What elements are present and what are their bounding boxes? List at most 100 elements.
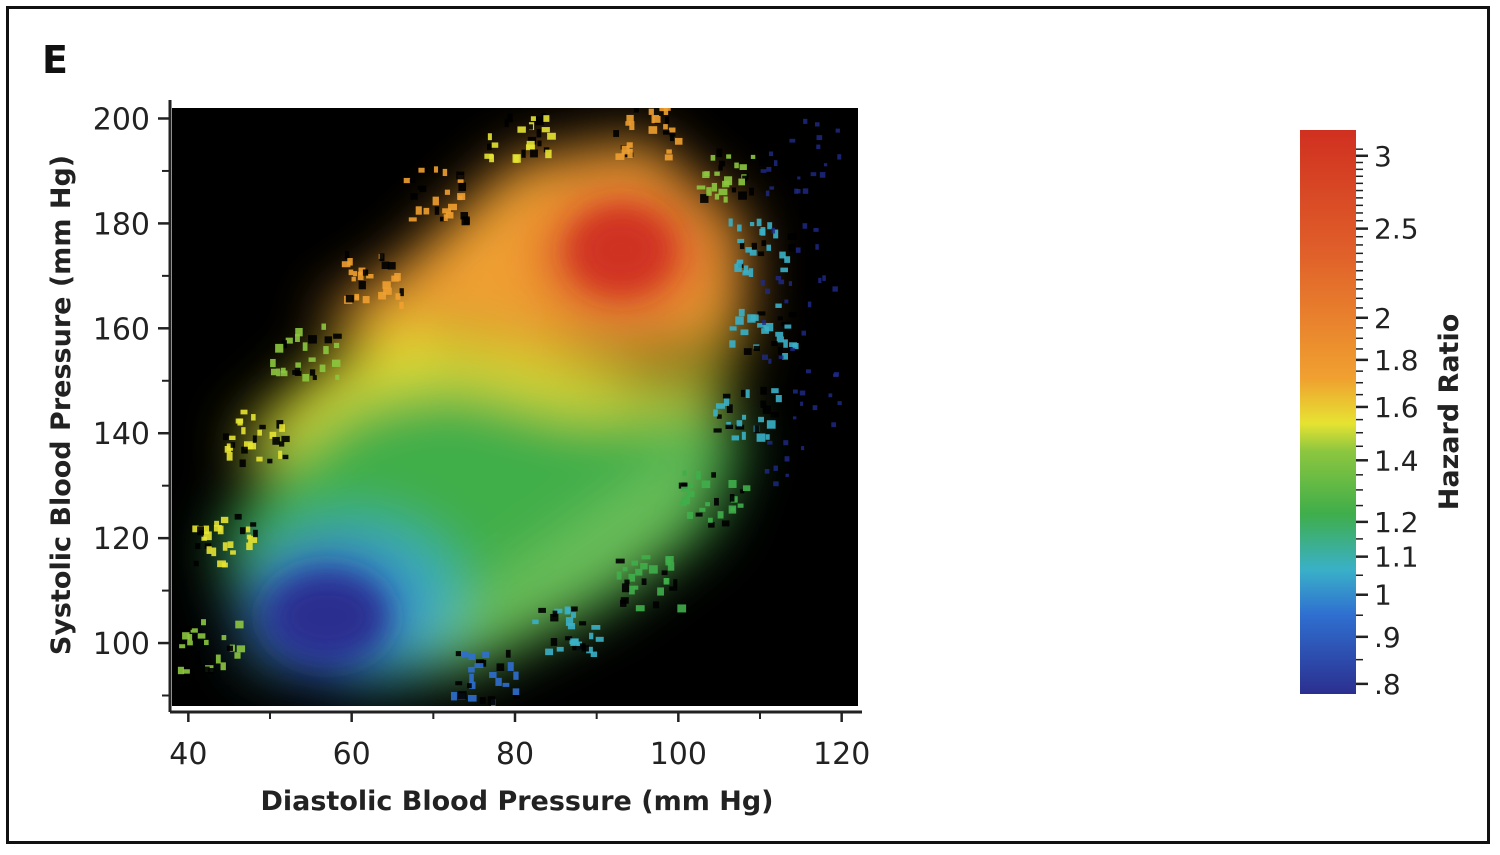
speckle	[662, 130, 670, 135]
blue-core	[270, 574, 385, 659]
speckle	[295, 362, 301, 372]
speckle	[633, 585, 639, 590]
speckle	[666, 149, 672, 154]
speckle	[771, 388, 779, 394]
speckle	[193, 560, 199, 567]
speckle	[214, 520, 220, 527]
speckle	[799, 390, 806, 396]
heat-region-4	[384, 401, 728, 675]
speckle	[742, 485, 751, 492]
speckle	[269, 431, 277, 439]
speckle	[784, 299, 789, 304]
speckle	[758, 416, 764, 423]
speckle	[489, 154, 495, 163]
speckle	[766, 166, 772, 172]
speckle	[487, 696, 496, 705]
x-tick-label: 80	[496, 737, 534, 772]
speckle	[408, 217, 417, 222]
speckle	[460, 212, 469, 220]
speckle	[491, 142, 499, 148]
speckle	[187, 625, 192, 630]
speckle	[802, 188, 809, 194]
speckle	[759, 158, 768, 166]
speckle	[487, 133, 492, 141]
speckle	[750, 154, 756, 159]
speckle	[387, 262, 396, 270]
speckle	[230, 442, 236, 448]
speckle	[615, 153, 625, 160]
speckle	[726, 154, 732, 159]
speckle	[513, 691, 520, 699]
speckle	[624, 579, 630, 584]
speckle	[663, 124, 668, 130]
speckle	[667, 562, 675, 571]
speckle	[728, 479, 737, 488]
speckle	[502, 682, 510, 687]
y-tick-label: 160	[93, 312, 150, 347]
speckle	[282, 454, 289, 460]
speckle	[737, 238, 745, 244]
speckle	[221, 635, 227, 641]
speckle	[688, 482, 693, 489]
speckle	[235, 620, 244, 629]
speckle	[652, 601, 660, 609]
speckle	[664, 116, 670, 124]
speckle	[362, 269, 369, 276]
speckle	[778, 355, 784, 360]
colorbar-tick-label: 1.8	[1374, 344, 1419, 377]
speckle	[743, 348, 752, 355]
speckle	[823, 163, 828, 167]
speckle	[448, 203, 457, 211]
speckle	[357, 271, 364, 280]
speckle	[308, 335, 317, 344]
x-tick-label: 60	[333, 737, 371, 772]
speckle	[800, 401, 804, 406]
speckle	[423, 207, 430, 215]
speckle	[516, 108, 522, 109]
speckle	[701, 480, 711, 489]
speckle	[722, 393, 731, 399]
speckle	[251, 414, 256, 421]
speckle	[206, 546, 212, 554]
speckle	[760, 400, 767, 408]
speckle	[702, 171, 710, 179]
speckle	[661, 570, 668, 576]
speckle	[270, 358, 276, 368]
speckle	[657, 587, 664, 596]
x-axis-title: Diastolic Blood Pressure (mm Hg)	[260, 786, 773, 817]
speckle	[740, 389, 746, 397]
speckle	[532, 619, 539, 625]
speckle	[195, 543, 201, 550]
speckle	[527, 136, 537, 145]
speckle	[442, 208, 451, 214]
speckle	[332, 359, 341, 367]
speckle	[785, 473, 789, 477]
speckle	[461, 651, 469, 658]
speckle	[663, 577, 670, 585]
speckle	[270, 368, 277, 376]
speckle	[828, 393, 833, 398]
speckle	[815, 244, 819, 250]
speckle	[295, 334, 300, 343]
colorbar-tick-label: 1.2	[1374, 506, 1419, 539]
speckle	[696, 185, 706, 190]
speckle	[615, 558, 625, 564]
speckle	[735, 424, 745, 430]
speckle	[292, 370, 300, 375]
speckle	[444, 189, 451, 195]
speckle	[382, 281, 391, 289]
speckle	[204, 666, 210, 673]
speckle	[738, 178, 746, 186]
speckle	[739, 164, 747, 171]
speckle	[221, 562, 228, 568]
speckle	[730, 507, 736, 512]
speckle	[513, 154, 519, 163]
speckle	[227, 435, 236, 441]
speckle	[747, 314, 756, 323]
speckle	[792, 416, 797, 420]
speckle	[226, 645, 233, 651]
speckle	[564, 636, 573, 641]
speckle	[760, 227, 766, 236]
speckle	[409, 178, 416, 183]
speckle	[726, 421, 731, 427]
